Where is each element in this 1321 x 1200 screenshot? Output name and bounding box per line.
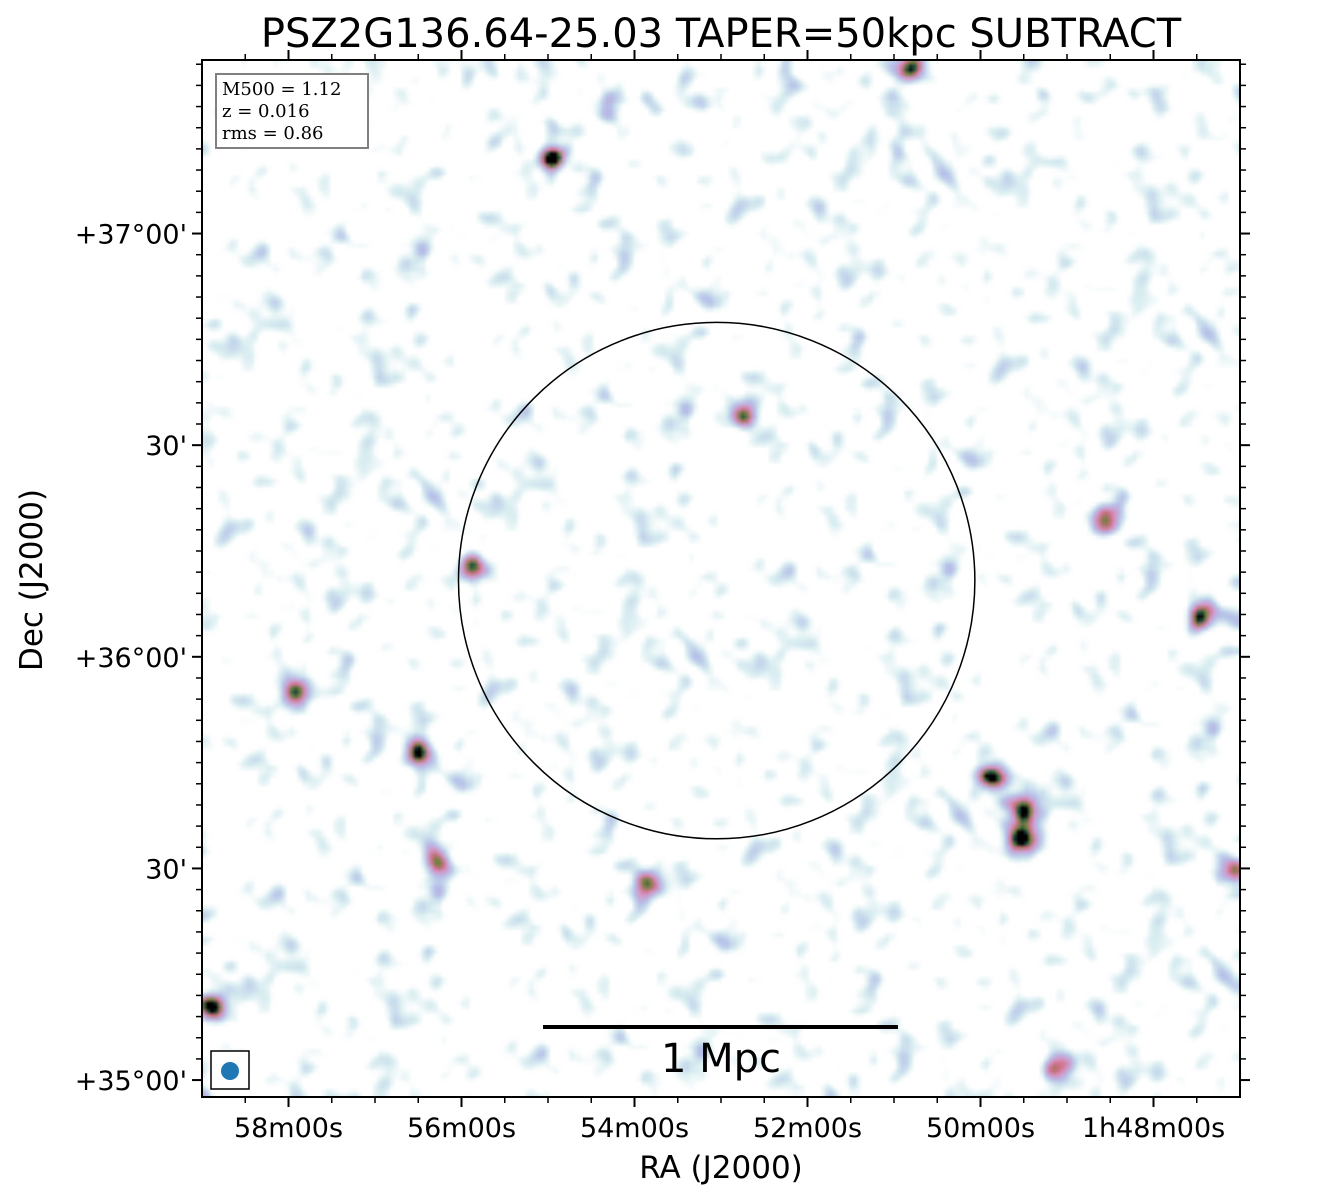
- scale-bar: 1 Mpc: [543, 1025, 898, 1082]
- y-tick-label: +37°00': [75, 220, 187, 251]
- x-tick-label: 50m00s: [926, 1113, 1035, 1144]
- x-tick-label: 1h48m00s: [1082, 1113, 1225, 1144]
- radio-intensity-map: [202, 60, 1240, 1097]
- r500-circle: [457, 321, 976, 840]
- x-axis-label: RA (J2000): [639, 1150, 803, 1186]
- y-tick-label: 30': [145, 431, 187, 462]
- beam-indicator: [210, 1050, 250, 1090]
- map-image: [202, 60, 1240, 1097]
- scale-bar-label: 1 Mpc: [661, 1036, 781, 1082]
- info-box-frame: [215, 73, 369, 149]
- info-rms: rms = 0.86: [222, 123, 324, 144]
- info-box: M500 = 1.12 z = 0.016 rms = 0.86: [215, 73, 369, 149]
- y-axis-label: Dec (J2000): [14, 489, 50, 671]
- y-tick-label: +36°00': [75, 643, 187, 674]
- chart-title: PSZ2G136.64-25.03 TAPER=50kpc SUBTRACT: [261, 11, 1182, 57]
- x-tick-label: 54m00s: [580, 1113, 689, 1144]
- beam-ellipse: [221, 1062, 239, 1080]
- x-tick-label: 58m00s: [234, 1113, 343, 1144]
- y-tick-label: 30': [145, 854, 187, 885]
- info-redshift: z = 0.016: [222, 101, 310, 122]
- x-tick-label: 56m00s: [407, 1113, 516, 1144]
- x-tick-label: 52m00s: [753, 1113, 862, 1144]
- axis-ticks: 58m00s 56m00s 54m00s 52m00s 50m00s 1h48m00s +3…: [75, 50, 1250, 1144]
- info-m500: M500 = 1.12: [222, 79, 341, 100]
- y-tick-label: +35°00': [75, 1066, 187, 1097]
